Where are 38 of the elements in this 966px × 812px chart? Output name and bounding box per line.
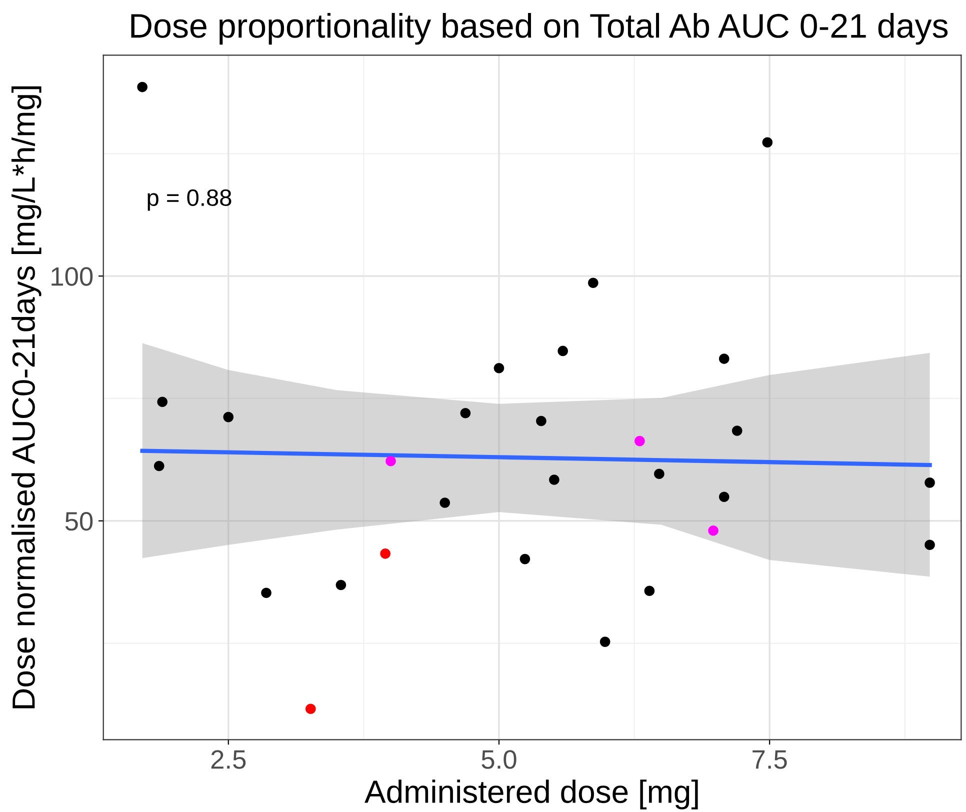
- y-tick-label: 100: [52, 267, 93, 286]
- point: [924, 478, 935, 488]
- point: [708, 526, 718, 536]
- point: [386, 456, 396, 466]
- point: [137, 82, 148, 92]
- point: [762, 137, 773, 148]
- point: [634, 436, 645, 446]
- y-axis-title: Dose normalised AUC0-21days [mg/L*h/mg]: [12, 86, 42, 708]
- point: [549, 474, 560, 485]
- point: [588, 278, 598, 288]
- line-series: [140, 448, 932, 468]
- point: [380, 548, 390, 559]
- point: [644, 586, 655, 596]
- point: [732, 426, 742, 436]
- point: [718, 492, 730, 502]
- point: [154, 460, 164, 472]
- y-tick-label: 50: [65, 512, 93, 531]
- point: [305, 704, 316, 714]
- annotation: p = 0.88: [148, 189, 232, 211]
- x-tick-label: 5.0: [482, 750, 516, 769]
- point: [718, 354, 730, 364]
- point: [654, 468, 664, 480]
- point: [558, 346, 568, 356]
- point: [336, 580, 346, 590]
- point: [536, 416, 546, 426]
- point: [223, 412, 234, 422]
- point: [460, 408, 471, 418]
- x-tick-label: 7.5: [752, 750, 787, 769]
- point: [520, 554, 530, 564]
- point: [261, 588, 272, 598]
- x-axis-title: Administered dose [mg]: [364, 780, 698, 810]
- point: [600, 636, 610, 647]
- x-tick-label: 2.5: [211, 750, 246, 769]
- point: [440, 498, 450, 508]
- point: [924, 540, 935, 550]
- point: [494, 362, 504, 374]
- point: [157, 396, 168, 408]
- chart-title: Dose proportionality based on Total Ab AUC 0-21 days: [131, 12, 948, 45]
